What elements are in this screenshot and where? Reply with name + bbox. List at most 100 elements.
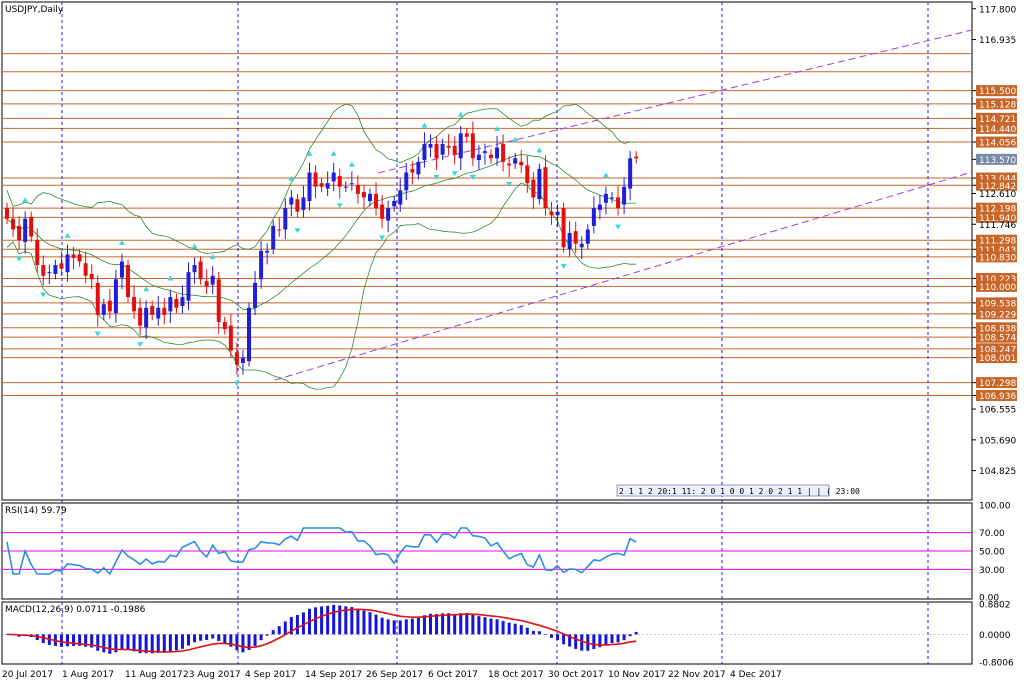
candle-body [404,172,409,191]
channel-upper-line [377,29,973,174]
candle-body [59,263,64,269]
price-axis-label: 110.830 [979,253,1016,263]
macd-histogram-bar [235,634,239,651]
macd-histogram-bar [156,634,160,653]
fractal-up-arrow [602,172,609,178]
candle-body [29,217,34,237]
candle-body [452,145,457,155]
time-axis-label: 4 Dec 2017 [730,670,782,680]
fractal-up-arrow [457,111,464,117]
macd-histogram-bar [580,634,584,651]
macd-histogram-bar [543,634,547,635]
time-box-text: 2 1 1 2 20:1 11: 2 0 1 0 0 1 2 0 2 1 1 |… [619,487,860,496]
fractal-down-arrow [469,174,476,180]
rsi-title: RSI(14) 59.79 [5,506,67,516]
candle-body [464,133,469,137]
fractal-up-arrow [306,150,313,156]
price-axis-label: 105.690 [979,436,1016,446]
candle-body [398,190,403,205]
macd-histogram-bar [429,613,432,635]
fractal-down-arrow [336,203,343,209]
candle-body [489,154,493,159]
candle-body [476,154,481,161]
candle-body [634,156,639,159]
candle-body [628,158,633,189]
candle-body [95,282,100,315]
price-axis-label: 111.746 [979,221,1016,231]
candle-body [126,265,130,298]
macd-histogram-bar [513,623,517,635]
candle-body [283,208,288,230]
candle-body [150,305,155,315]
price-label-box [976,234,1017,246]
macd-histogram-bar [72,634,76,646]
candle-body [204,281,209,287]
candle-body [295,199,300,212]
candle-body [507,163,512,166]
candle-body [349,183,354,185]
macd-histogram-bar [102,634,106,653]
candle-body [71,254,76,258]
candle-body [289,197,294,205]
candle-body [101,304,106,315]
candle-body [549,211,554,216]
macd-title: MACD(12,26,9) 0.0711 -0.1986 [5,605,146,615]
macd-histogram-bar [495,619,499,635]
price-label-box [976,98,1017,110]
macd-histogram-bar [150,634,154,654]
candle-body [168,297,173,312]
fractal-up-arrow [536,147,543,153]
fractal-up-arrow [348,161,355,167]
candle-body [386,208,391,221]
time-axis-label: 26 Sep 2017 [366,670,423,680]
candle-body [77,254,82,262]
rsi-indicator: 100.00 70.00 50.00 30.00 0.00 [2,502,1011,604]
candle-body [307,172,312,201]
candle-body [616,197,621,209]
price-axis-label: 115.128 [979,100,1016,110]
price-label-box [976,112,1017,124]
candle-body [192,265,197,273]
macd-histogram-bar [78,634,82,646]
band-upper [6,103,637,254]
time-axis-label: 10 Nov 2017 [608,670,666,680]
candle-body [113,279,118,314]
fractal-down-arrow [94,331,101,337]
price-label-box [976,331,1017,343]
macd-histogram-bar [241,634,245,653]
fractal-down-arrow [137,342,144,348]
price-label-box [976,251,1017,263]
candle-body [410,168,415,173]
macd-histogram-bar [537,631,541,635]
macd-histogram-bar [568,634,572,647]
macd-histogram-bar [398,620,402,635]
fractal-down-arrow [379,235,386,241]
fractal-up-arrow [421,122,428,128]
macd-histogram-bar [477,616,481,635]
candle-body [41,265,46,276]
candle-body [107,300,112,312]
macd-histogram-bar [628,634,632,637]
macd-histogram-bar [144,634,148,654]
macd-histogram-bar [616,634,620,643]
macd-histogram-bar [199,634,203,641]
macd-histogram-bar [162,634,166,653]
candle-body [343,186,348,188]
macd-indicator: 0.8802 0.0000 -0.8006 [2,601,1014,669]
candle-body [374,193,379,209]
macd-histogram-bar [314,607,318,635]
price-axis: 117.800 116.935 115.500 115.128 114.721114.4… [972,5,1017,477]
time-axis-label: 11 Aug 2017 [125,670,183,680]
macd-histogram-bar [374,614,378,635]
macd-histogram-bar [574,634,578,649]
fractal-down-arrow [560,263,567,269]
time-axis: 20 Jul 2017 1 Aug 2017 11 Aug 2017 23 Aug 2… [2,670,782,680]
macd-histogram-bar [66,634,69,647]
macd-histogram-bar [483,617,487,635]
rsi-axis-label: 30.00 [979,566,1005,576]
candle-body [222,322,227,330]
candle-body [11,218,16,230]
macd-histogram-bar [217,634,221,641]
band-middle [6,154,637,311]
fractal-up-arrow [22,197,29,203]
